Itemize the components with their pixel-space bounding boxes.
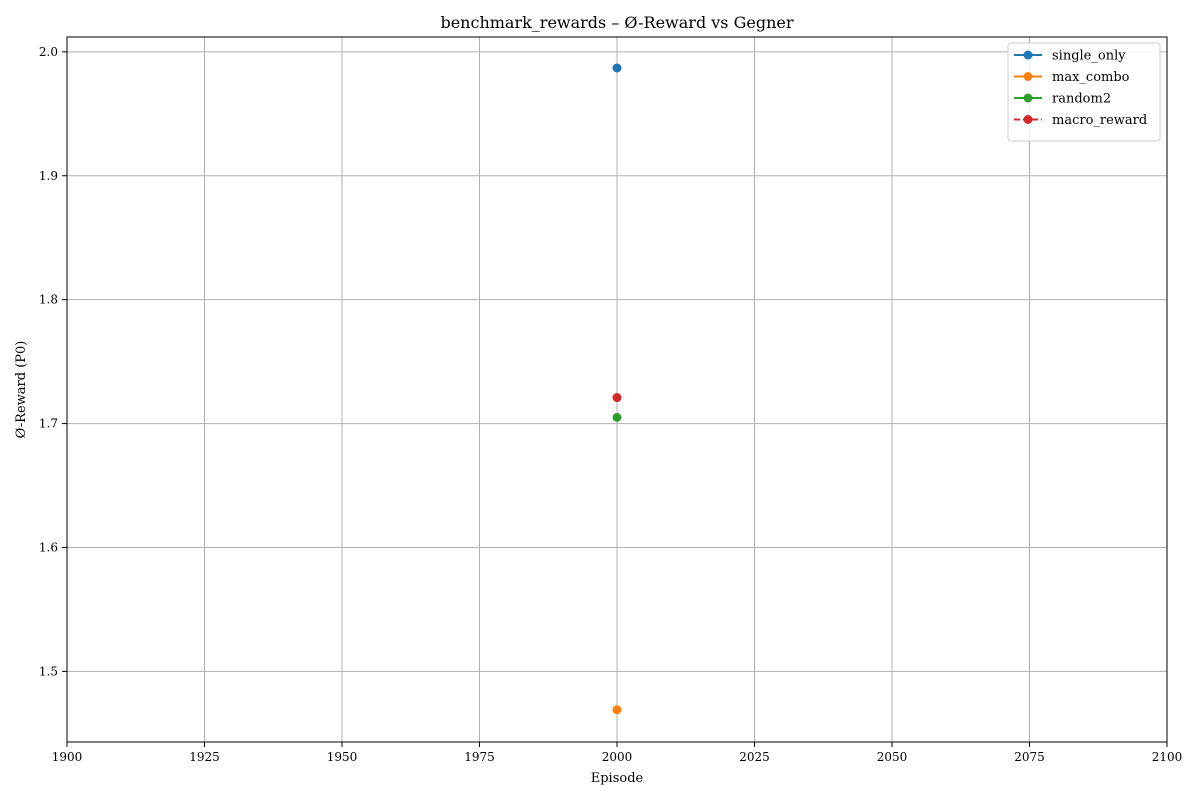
y-tick-label: 1.6 <box>39 540 58 554</box>
x-axis-label: Episode <box>591 771 644 786</box>
data-point-macro-reward <box>612 393 622 403</box>
y-tick-label: 1.9 <box>39 169 58 183</box>
y-axis-label: Ø-Reward (P0) <box>14 341 29 439</box>
data-points <box>612 63 622 715</box>
x-tick-label: 2100 <box>1152 750 1183 764</box>
x-tick-label: 2050 <box>877 750 908 764</box>
y-axis-ticks: 1.5 1.6 1.7 1.8 1.9 2.0 <box>39 45 67 678</box>
x-axis-ticks: 1900 1925 1950 1975 2000 2025 2050 2075 2100 <box>52 742 1183 764</box>
x-tick-label: 2025 <box>739 750 770 764</box>
legend-marker-max-combo <box>1023 72 1033 81</box>
x-tick-label: 1900 <box>52 750 83 764</box>
y-tick-label: 1.7 <box>39 417 58 431</box>
legend-marker-macro-reward <box>1023 115 1033 124</box>
legend-marker-single-only <box>1023 50 1033 60</box>
x-tick-label: 2075 <box>1014 750 1045 764</box>
legend-label-random2: random2 <box>1052 92 1111 107</box>
x-tick-label: 2000 <box>602 750 633 764</box>
legend-label-single-only: single_only <box>1052 49 1126 64</box>
data-point-single-only <box>612 63 622 73</box>
data-point-random2 <box>612 412 622 422</box>
chart-title: benchmark_rewards – Ø-Reward vs Gegner <box>440 13 793 32</box>
data-point-max-combo <box>612 705 622 715</box>
x-tick-label: 1950 <box>327 750 358 764</box>
legend-frame <box>1007 42 1161 142</box>
x-tick-label: 1925 <box>189 750 220 764</box>
y-tick-label: 2.0 <box>39 45 58 59</box>
legend-label-macro-reward: macro_reward <box>1052 113 1147 128</box>
legend-label-max-combo: max_combo <box>1052 70 1130 85</box>
legend: single_only max_combo random2 macro_reward <box>1007 42 1161 142</box>
x-tick-label: 1975 <box>464 750 495 764</box>
legend-marker-random2 <box>1023 93 1033 103</box>
y-tick-label: 1.8 <box>39 293 58 307</box>
y-tick-label: 1.5 <box>39 664 58 678</box>
